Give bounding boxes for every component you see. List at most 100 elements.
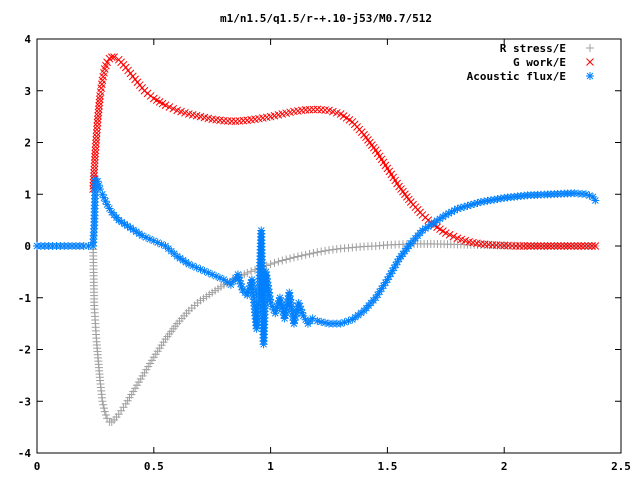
y-tick-label: 1: [24, 188, 31, 201]
data-point: [243, 268, 252, 277]
data-point: [533, 242, 542, 250]
data-point: [313, 317, 322, 326]
data-point: [94, 105, 103, 114]
data-point: [293, 252, 302, 261]
series-2: [33, 174, 600, 349]
x-tick-label: 1.5: [377, 460, 397, 473]
data-point: [298, 308, 307, 317]
data-point: [266, 260, 275, 269]
x-tick-label: 0.5: [144, 460, 164, 473]
data-point: [340, 318, 349, 327]
data-point: [129, 225, 138, 234]
legend-label: Acoustic flux/E: [467, 70, 566, 83]
x-tick-label: 2: [501, 460, 508, 473]
data-point: [100, 407, 109, 416]
data-point: [537, 242, 545, 250]
y-tick-label: 4: [24, 33, 31, 46]
data-point: [449, 232, 458, 241]
data-point: [344, 316, 353, 325]
data-point: [295, 302, 304, 311]
x-tick-label: 2.5: [611, 460, 631, 473]
data-point: [90, 162, 99, 171]
data-point: [227, 117, 236, 125]
y-tick-label: 3: [24, 85, 31, 98]
data-point: [92, 136, 101, 144]
data-point: [587, 242, 596, 250]
data-point: [515, 242, 524, 250]
y-tick-label: -2: [18, 344, 31, 357]
data-point: [547, 242, 555, 250]
data-point: [99, 404, 108, 413]
data-point: [92, 129, 101, 137]
legend-marker: [586, 58, 594, 66]
data-point: [591, 196, 600, 205]
y-tick-label: 0: [24, 240, 31, 253]
y-tick-label: -4: [18, 447, 32, 460]
data-marks: [33, 53, 600, 426]
data-point: [305, 249, 314, 258]
data-point: [305, 105, 314, 114]
data-point: [132, 227, 141, 236]
data-point: [580, 242, 589, 250]
data-point: [93, 118, 102, 127]
data-point: [90, 159, 99, 168]
data-point: [570, 242, 579, 250]
data-point: [553, 242, 562, 250]
data-point: [95, 98, 104, 107]
data-point: [95, 102, 103, 110]
data-point: [512, 242, 520, 250]
data-point: [91, 142, 100, 151]
data-point: [274, 257, 283, 266]
data-point: [223, 117, 232, 125]
legend-marker: [586, 72, 594, 80]
data-point: [301, 250, 310, 259]
data-point: [550, 242, 559, 250]
data-point: [371, 293, 380, 302]
data-point: [110, 53, 118, 61]
legend-label: R stress/E: [500, 42, 566, 55]
data-point: [527, 242, 535, 250]
data-point: [94, 108, 103, 117]
data-point: [99, 400, 108, 409]
data-point: [519, 242, 528, 250]
data-point: [297, 251, 306, 260]
data-point: [165, 103, 174, 111]
data-point: [332, 245, 341, 254]
data-point: [278, 256, 287, 265]
data-point: [309, 249, 318, 258]
data-point: [286, 254, 295, 263]
data-point: [523, 242, 532, 250]
data-point: [289, 253, 298, 262]
data-point: [90, 165, 99, 174]
data-point: [91, 149, 100, 158]
data-point: [557, 242, 565, 250]
y-tick-label: -1: [18, 292, 32, 305]
data-point: [567, 242, 575, 250]
data-point: [92, 139, 100, 148]
legend-marker: [586, 44, 594, 52]
data-point: [263, 278, 272, 287]
data-point: [573, 242, 582, 250]
data-point: [90, 156, 99, 164]
data-point: [94, 112, 102, 120]
data-point: [328, 245, 337, 254]
data-point: [581, 190, 590, 199]
data-point: [301, 106, 310, 114]
x-tick-label: 1: [267, 460, 274, 473]
data-point: [309, 105, 318, 114]
data-point: [90, 169, 98, 177]
series-1: [89, 53, 600, 250]
data-point: [91, 146, 100, 155]
data-point: [317, 247, 326, 256]
legend-label: G work/E: [513, 56, 566, 69]
data-point: [585, 191, 594, 200]
data-point: [220, 116, 228, 125]
data-point: [91, 152, 99, 161]
data-point: [325, 246, 333, 255]
x-tick-label: 0: [34, 460, 41, 473]
chart-title: m1/n1.5/q1.5/r-+.10-j53/M0.7/512: [220, 12, 432, 25]
data-point: [563, 242, 572, 250]
data-point: [92, 132, 101, 141]
